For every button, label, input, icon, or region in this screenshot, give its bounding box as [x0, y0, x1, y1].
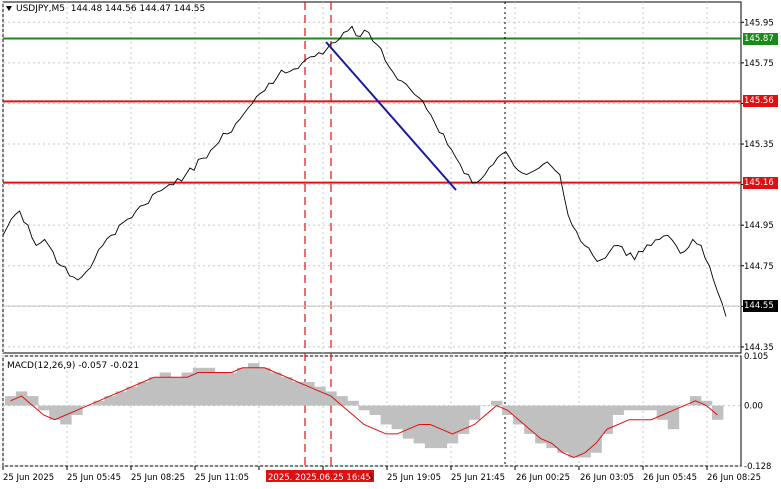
time-label: 25 Jun 21:45 — [451, 473, 505, 483]
price-tick-label: 145.75 — [744, 59, 774, 69]
macd-bar — [159, 372, 171, 406]
time-label: 26 Jun 03:05 — [580, 473, 634, 483]
time-label: 5 — [368, 473, 373, 483]
time-label: 26 Jun 00:25 — [516, 473, 570, 483]
price-line — [2, 25, 727, 317]
macd-bar — [126, 386, 138, 406]
macd-bar — [148, 377, 160, 406]
level-tag-resistance: 145.56 — [743, 95, 778, 108]
macd-bar — [546, 405, 558, 449]
macd-bar — [391, 405, 403, 430]
macd-bar — [601, 405, 613, 434]
macd-bar — [104, 396, 116, 406]
macd-bar — [27, 396, 39, 406]
macd-bar — [380, 405, 392, 425]
macd-bar — [325, 391, 337, 406]
macd-bar — [115, 391, 127, 406]
macd-bar — [491, 400, 503, 406]
macd-bar — [336, 396, 348, 406]
price-tick-label: 145.95 — [744, 18, 774, 28]
macd-bar — [557, 405, 569, 453]
macd-bar — [568, 405, 580, 458]
macd-bar — [270, 372, 282, 406]
macd-bar — [667, 405, 680, 430]
macd-bar — [446, 405, 459, 444]
main-grid — [2, 2, 741, 353]
macd-bar — [480, 405, 492, 407]
macd-bar — [347, 400, 359, 406]
macd-tick-label: 0.105 — [744, 352, 768, 362]
macd-bar — [49, 405, 61, 420]
time-highlight-label: 2025. 2025.06.25 16:45 — [268, 473, 371, 483]
macd-histogram — [5, 363, 724, 458]
symbol-label: USDJPY,M5 — [16, 4, 65, 14]
macd-bar — [237, 367, 249, 406]
macd-bar — [248, 363, 260, 406]
macd-tick-label: 0.00 — [744, 402, 763, 412]
price-tick-label: 144.35 — [744, 343, 774, 353]
main-plot-frame — [2, 1, 742, 354]
time-label: 26 Jun 08:25 — [707, 473, 761, 483]
macd-bar — [402, 405, 415, 439]
macd-bar — [281, 377, 293, 406]
macd-bar — [358, 405, 370, 411]
macd-bar — [203, 367, 216, 406]
macd-bar — [170, 377, 183, 406]
macd-bar — [579, 405, 591, 458]
symbol-header: USDJPY,M5 144.48 144.56 144.47 144.55 — [6, 4, 205, 14]
price-tick-label: 145.35 — [744, 140, 774, 150]
macd-bar — [623, 405, 635, 411]
macd-signal-line — [10, 367, 718, 459]
macd-bar — [612, 405, 624, 415]
price-tick-label: 144.75 — [744, 262, 774, 272]
macd-bar — [535, 405, 547, 444]
macd-bar — [192, 367, 205, 406]
macd-tick-label: -0.128 — [744, 462, 771, 472]
ohlc-values: 144.48 144.56 144.47 144.55 — [70, 4, 206, 14]
macd-bar — [16, 391, 28, 406]
macd-bar — [181, 372, 194, 406]
macd-bar — [656, 405, 669, 420]
macd-bar — [303, 382, 315, 406]
time-label: 25 Jun 19:05 — [387, 473, 441, 483]
time-axis-labels: 25 Jun 2025 25 Jun 05:45 25 Jun 08:25 25 Ju… — [2, 466, 761, 483]
level-tag-support: 145.16 — [743, 176, 778, 189]
macd-bar — [137, 382, 149, 406]
macd-label: MACD(12,26,9) -0.057 -0.021 — [7, 361, 140, 371]
macd-bar — [225, 372, 238, 406]
macd-bar — [38, 405, 50, 411]
time-label: 25 Jun 11:05 — [195, 473, 249, 483]
macd-bar — [468, 405, 481, 420]
time-markers — [304, 2, 506, 466]
level-tag-high: 145.87 — [743, 32, 778, 45]
macd-bar — [369, 405, 381, 415]
macd-bar — [700, 400, 713, 406]
time-label: 26 Jun 05:45 — [643, 473, 697, 483]
time-label: 25 Jun 05:45 — [67, 473, 121, 483]
chevron-down-icon[interactable] — [6, 6, 12, 11]
macd-bar — [93, 400, 105, 406]
macd-bar — [712, 405, 724, 420]
macd-bar — [457, 405, 470, 434]
macd-bar — [292, 382, 304, 406]
macd-bar — [314, 386, 326, 406]
macd-bar — [645, 405, 658, 411]
trend-line[interactable] — [325, 41, 457, 191]
time-highlight-box — [266, 470, 374, 482]
macd-bar — [435, 405, 448, 449]
macd-bar — [214, 372, 227, 406]
time-label: 25 Jun 08:25 — [131, 473, 185, 483]
macd-bar — [513, 405, 525, 425]
macd-bar — [634, 405, 646, 411]
macd-bar — [259, 367, 271, 406]
macd-axis-ticks: 0.105 0.00 -0.128 — [744, 352, 771, 472]
current-price-tag: 144.55 — [743, 300, 778, 312]
macd-bar — [590, 405, 602, 453]
macd-bar — [524, 405, 536, 434]
time-label: 25 Jun 2025 — [3, 473, 54, 483]
macd-bar — [424, 405, 437, 449]
price-tick-label: 144.95 — [744, 221, 774, 231]
